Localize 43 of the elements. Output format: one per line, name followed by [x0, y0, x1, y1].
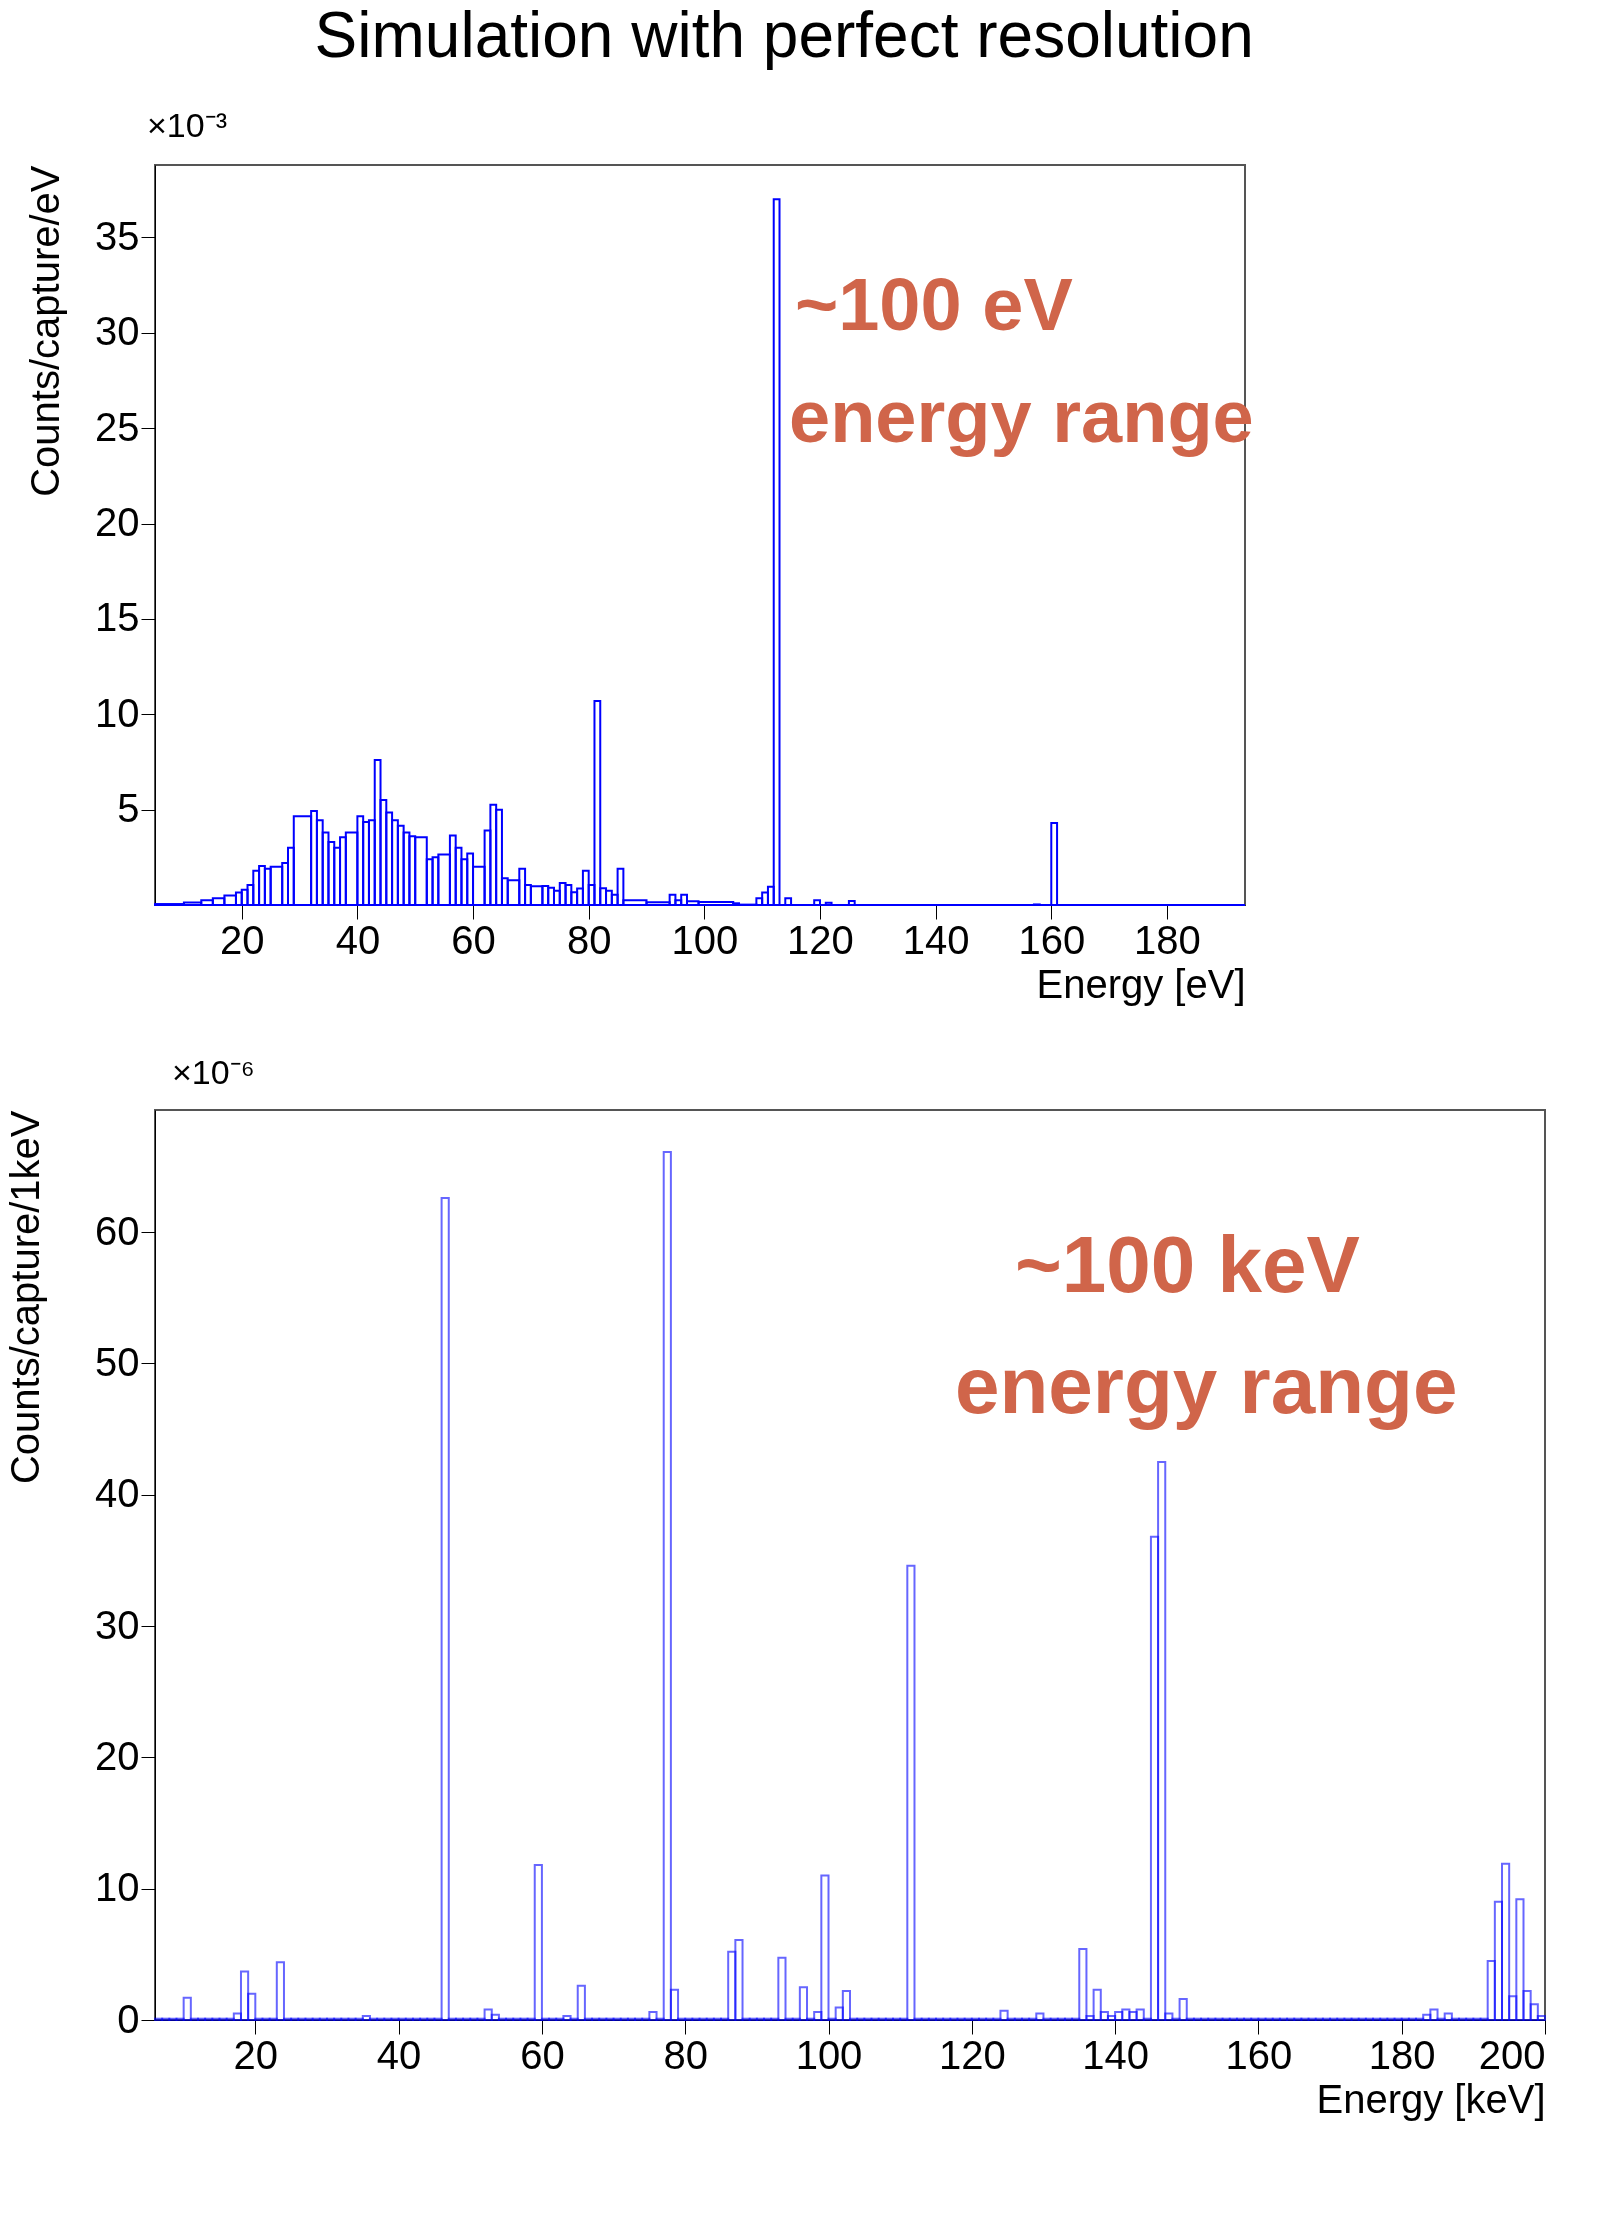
y-tick-label: 20 [95, 1733, 140, 1778]
y-tick-label: 10 [95, 690, 140, 735]
y-axis-title: Counts/capture/eV [23, 165, 68, 497]
x-tick-label: 180 [1368, 2032, 1436, 2077]
x-tick-label: 160 [1018, 917, 1086, 962]
annotation: energy range [955, 1341, 1458, 1430]
annotation: ~100 keV [1015, 1220, 1360, 1309]
x-tick-label: 180 [1134, 917, 1201, 962]
x-tick-label: 160 [1225, 2032, 1293, 2077]
x-tick-label: 120 [787, 917, 854, 962]
y-tick-label: 30 [95, 309, 140, 354]
x-tick-label: 200 [1478, 2032, 1546, 2077]
y-tick-label: 0 [117, 1996, 140, 2041]
y-tick-label: 10 [95, 1865, 140, 1910]
x-tick-label: 140 [1082, 2032, 1149, 2077]
x-tick-label: 60 [520, 2032, 565, 2077]
x-tick-label: 120 [938, 2032, 1006, 2077]
x-tick-label: 40 [376, 2032, 422, 2077]
x-tick-label: 100 [671, 917, 739, 962]
x-tick-label: 140 [902, 917, 970, 962]
y-tick-label: 25 [95, 404, 140, 449]
text: ×10⁻⁶ [172, 1053, 255, 1091]
y-axis-title: Counts/capture/1keV [3, 1110, 48, 1485]
x-axis-title: Energy [eV] [1036, 961, 1246, 1006]
x-tick-label: 80 [566, 917, 612, 962]
y-tick-label: 60 [95, 1208, 140, 1253]
x-tick-label: 20 [233, 2032, 279, 2077]
x-axis-title: Energy [keV] [1316, 2076, 1546, 2121]
y-tick-label: 20 [95, 500, 140, 545]
y-tick-label: 50 [95, 1339, 140, 1384]
text: ×10⁻³ [147, 106, 227, 144]
x-tick-label: 100 [795, 2032, 863, 2077]
y-tick-label: 35 [95, 213, 140, 258]
x-tick-label: 20 [219, 917, 265, 962]
y-tick-label: 40 [95, 1471, 140, 1516]
y-tick-label: 5 [117, 786, 140, 831]
x-tick-label: 40 [335, 917, 381, 962]
x-tick-label: 60 [451, 917, 496, 962]
annotation: ~100 eV [795, 263, 1073, 346]
x-tick-label: 80 [663, 2032, 708, 2077]
y-tick-label: 30 [95, 1602, 140, 1647]
y-tick-label: 15 [95, 595, 140, 640]
chart-title: Simulation with perfect resolution [314, 0, 1254, 71]
